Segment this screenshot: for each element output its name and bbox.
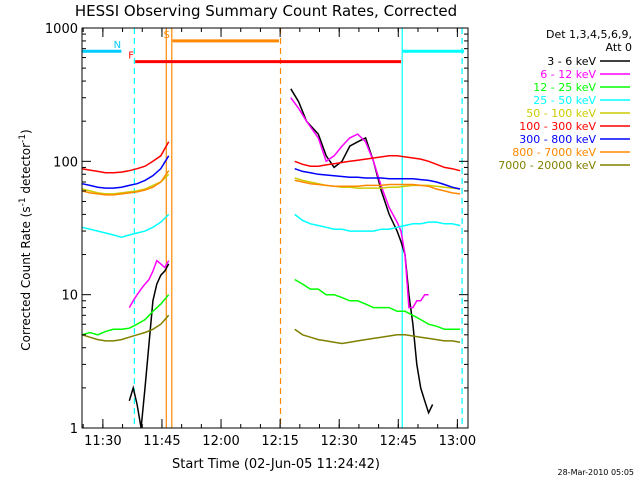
legend-header-1: Att 0 [606,41,632,54]
y-axis-label: Corrected Count Rate (s-1 detector-1) [18,129,33,350]
legend-label-0: 3 - 6 keV [547,55,596,68]
x-tick-label-6: 13:00 [439,434,476,449]
legend-label-8: 7000 - 20000 keV [498,159,596,172]
x-tick-label-3: 12:15 [261,434,298,449]
legend-label-2: 12 - 25 keV [533,81,596,94]
legend-label-1: 6 - 12 keV [540,68,596,81]
markers: N S F [82,30,465,64]
marker-label-F: F [128,51,134,62]
y-axis-label-group: Corrected Count Rate (s-1 detector-1) [18,129,33,350]
x-tick-label-4: 12:30 [320,434,357,449]
x-axis-ticks: 11:30 11:45 12:00 12:15 12:30 12:45 13:00 [82,28,476,449]
series-line-2 [81,278,461,336]
legend-header-0: Det 1,3,4,5,6,9, [546,28,632,41]
y-tick-label-1: 10 [61,289,78,304]
y-tick-label-0: 1 [70,422,78,437]
legend-label-7: 800 - 7000 keV [512,146,596,159]
series-lines [81,88,461,429]
series-line-6 [81,155,461,190]
y-axis-ticks: 1 10 100 1000 [45,22,468,437]
x-axis-label: Start Time (02-Jun-05 11:24:42) [172,457,380,472]
x-tick-label-1: 11:45 [143,434,180,449]
legend-label-5: 100 - 300 keV [519,120,596,133]
x-tick-label-5: 12:45 [380,434,417,449]
marker-label-S: S [163,30,169,41]
x-tick-label-2: 12:00 [202,434,239,449]
chart-title: HESSI Observing Summary Count Rates, Cor… [75,2,457,20]
legend-label-6: 300 - 800 keV [519,133,596,146]
series-line-8 [81,314,461,345]
series-line-0 [128,88,434,429]
series-line-1 [128,97,429,309]
footer-date: 28-Mar-2010 05:05 [558,468,635,477]
series-line-7 [81,170,461,196]
marker-label-N: N [114,40,121,51]
y-tick-label-3: 1000 [45,22,78,37]
series-line-5 [81,141,461,174]
legend-label-3: 25 - 50 keV [533,94,596,107]
y-tick-label-2: 100 [53,155,78,170]
series-line-3 [81,213,461,238]
x-tick-label-0: 11:30 [84,434,121,449]
legend-label-4: 50 - 100 keV [526,107,596,120]
vertical-lines [133,28,463,428]
plot-frame [81,27,469,429]
